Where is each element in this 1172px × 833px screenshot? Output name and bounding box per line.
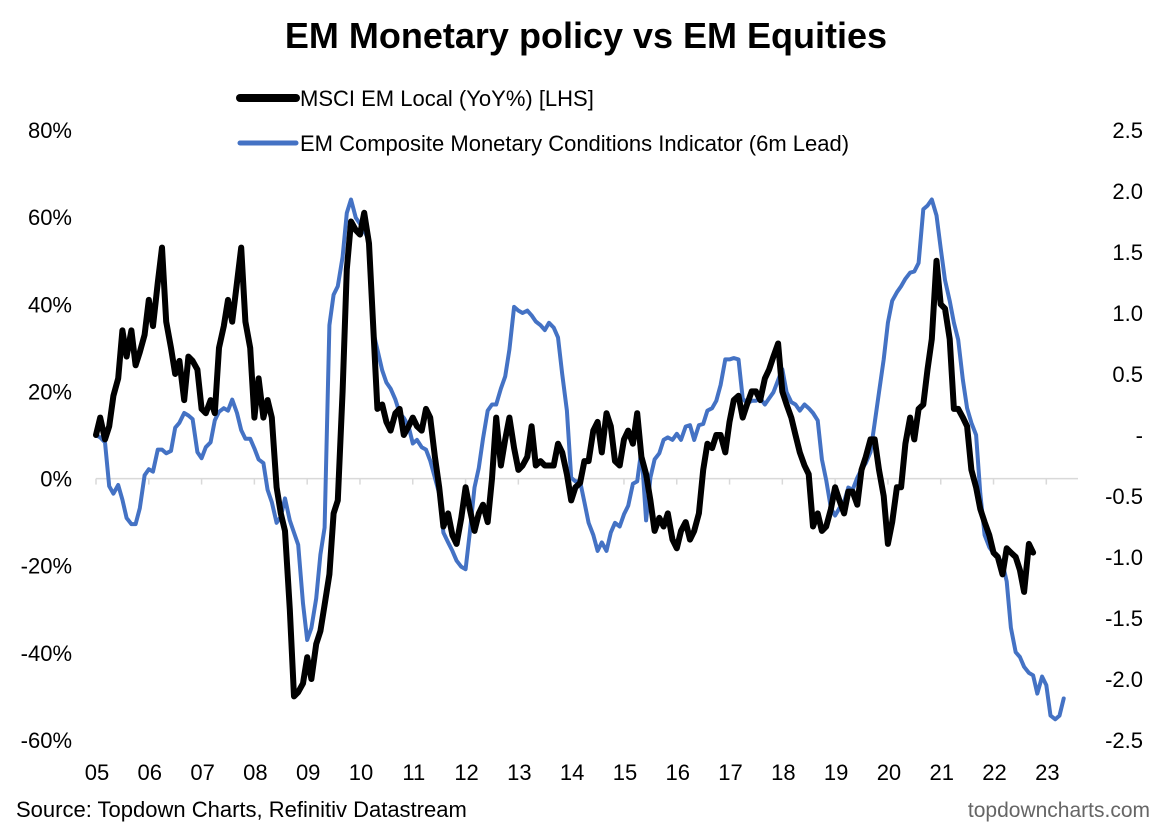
y-left-tick-label: 60% — [28, 205, 72, 230]
y-right-tick-label: 0.5 — [1112, 362, 1143, 387]
y-right-tick-label: -2.5 — [1105, 728, 1143, 753]
y-left-tick-label: 80% — [28, 118, 72, 143]
y-axis-left: 80% 60% 40% 20% 0% -20% -40% -60% — [21, 118, 72, 753]
y-right-tick-label: -1.0 — [1105, 545, 1143, 570]
legend-label-mci: EM Composite Monetary Conditions Indicat… — [300, 131, 849, 156]
x-tick-label: 09 — [296, 760, 320, 785]
x-tick-label: 11 — [402, 760, 425, 785]
y-axis-right: 2.5 2.0 1.5 1.0 0.5 - -0.5 -1.0 -1.5 -2.0 -2.5 — [1105, 118, 1143, 753]
y-left-tick-label: -40% — [21, 641, 72, 666]
x-tick-label: 05 — [85, 760, 109, 785]
x-tick-label: 23 — [1035, 760, 1059, 785]
y-right-tick-label: - — [1136, 423, 1143, 448]
site-watermark: topdowncharts.com — [968, 799, 1150, 822]
x-tick-label: 13 — [507, 760, 531, 785]
source-note: Source: Topdown Charts, Refinitiv Datast… — [16, 797, 467, 822]
x-tick-label: 18 — [771, 760, 795, 785]
chart-title: EM Monetary policy vs EM Equities — [285, 15, 887, 56]
y-right-tick-label: 2.5 — [1112, 118, 1143, 143]
y-right-tick-label: 1.5 — [1112, 240, 1143, 265]
y-right-tick-label: -1.5 — [1105, 606, 1143, 631]
x-tick-label: 20 — [877, 760, 901, 785]
x-tick-label: 14 — [560, 760, 584, 785]
x-tick-label: 17 — [718, 760, 742, 785]
legend-label-msci: MSCI EM Local (YoY%) [LHS] — [300, 86, 594, 111]
x-tick-label: 21 — [929, 760, 953, 785]
x-tick-label: 16 — [666, 760, 690, 785]
y-left-tick-label: -60% — [21, 728, 72, 753]
x-tick-label: 10 — [349, 760, 373, 785]
series-layer — [93, 197, 1066, 722]
y-left-tick-label: 40% — [28, 292, 72, 317]
x-tick-label: 22 — [982, 760, 1006, 785]
y-left-tick-label: 20% — [28, 379, 72, 404]
y-right-tick-label: 1.0 — [1112, 301, 1143, 326]
y-left-tick-label: -20% — [21, 554, 72, 579]
x-tick-label: 06 — [138, 760, 162, 785]
x-axis: 05 06 07 08 09 10 11 12 13 14 15 16 17 18 19 20 21 22 23 — [85, 477, 1078, 785]
series-line-msci — [93, 209, 1037, 700]
x-tick-label: 08 — [243, 760, 267, 785]
y-right-tick-label: -0.5 — [1105, 484, 1143, 509]
x-tick-label: 19 — [824, 760, 848, 785]
y-right-tick-label: 2.0 — [1112, 179, 1143, 204]
x-tick-label: 12 — [454, 760, 478, 785]
legend: MSCI EM Local (YoY%) [LHS] EM Composite … — [236, 86, 849, 156]
x-tick-label: 15 — [613, 760, 637, 785]
x-tick-label: 07 — [190, 760, 214, 785]
y-right-tick-label: -2.0 — [1105, 667, 1143, 692]
y-left-tick-label: 0% — [40, 467, 72, 492]
